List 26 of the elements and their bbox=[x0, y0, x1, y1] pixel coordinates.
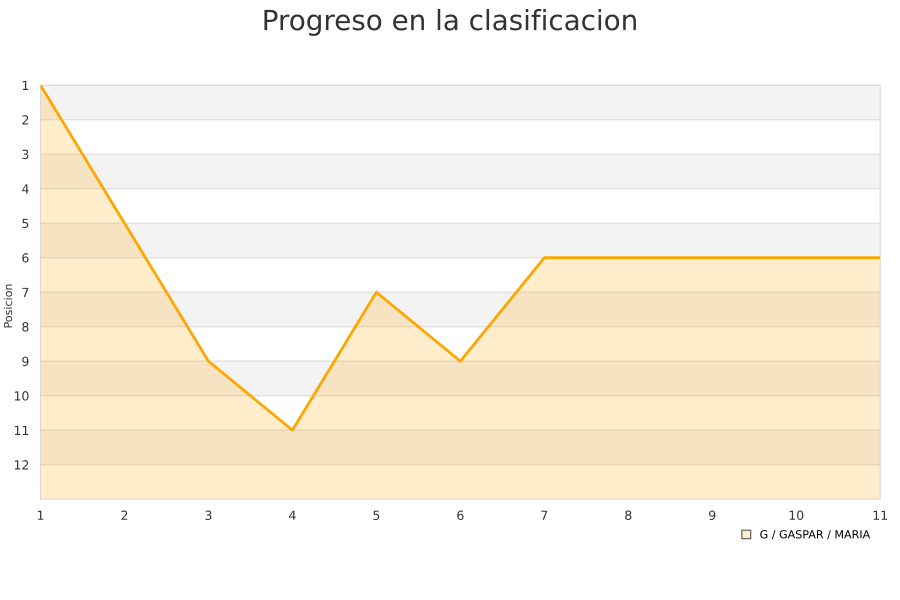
y-tick-label: 11 bbox=[14, 426, 28, 435]
x-tick-label: 5 bbox=[373, 510, 380, 520]
x-tick-label: 3 bbox=[205, 510, 212, 520]
y-tick-label: 6 bbox=[22, 253, 29, 263]
x-tick-label: 7 bbox=[541, 510, 548, 520]
x-tick-label: 4 bbox=[289, 510, 296, 520]
y-tick-label: 2 bbox=[22, 115, 28, 124]
x-tick-label: 10 bbox=[790, 510, 804, 520]
x-tick-label: 11 bbox=[874, 510, 887, 520]
y-tick-label: 12 bbox=[14, 460, 28, 470]
y-tick-label: 7 bbox=[22, 288, 28, 297]
x-tick-label: 9 bbox=[709, 510, 716, 520]
y-tick-label: 8 bbox=[22, 322, 29, 332]
chart-title: Progreso en la clasificacion bbox=[264, 9, 636, 36]
y-tick-label: 5 bbox=[22, 218, 28, 228]
y-tick-label: 3 bbox=[22, 150, 28, 160]
y-tick-label: 9 bbox=[22, 356, 29, 366]
y-axis-title: Posicion bbox=[4, 284, 12, 328]
legend-label: G / GASPAR / MARIA bbox=[760, 530, 870, 540]
y-tick-label: 1 bbox=[22, 80, 28, 90]
x-tick-label: 8 bbox=[625, 510, 632, 520]
x-tick-label: 1 bbox=[38, 510, 44, 520]
x-tick-label: 6 bbox=[457, 510, 464, 520]
x-tick-label: 2 bbox=[121, 510, 128, 520]
y-tick-label: 4 bbox=[22, 184, 29, 194]
y-tick-label: 10 bbox=[14, 391, 29, 401]
